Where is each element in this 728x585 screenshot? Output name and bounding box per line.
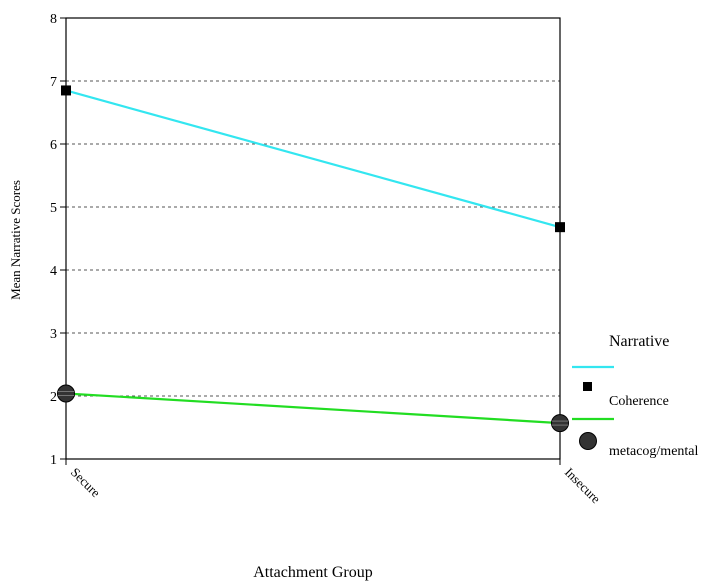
legend-title: Narrative bbox=[609, 333, 669, 350]
y-tick-label: 8 bbox=[50, 12, 57, 27]
y-tick-label: 7 bbox=[50, 75, 57, 90]
y-tick-label: 2 bbox=[50, 390, 57, 405]
legend-marker-coherence bbox=[583, 382, 592, 391]
y-tick-label: 1 bbox=[50, 453, 57, 468]
data-point bbox=[555, 222, 565, 233]
y-tick-label: 3 bbox=[50, 327, 57, 342]
data-point bbox=[61, 85, 71, 96]
series-layer bbox=[57, 85, 569, 433]
series-line bbox=[65, 392, 561, 425]
plot-border bbox=[65, 17, 561, 460]
data-point bbox=[57, 384, 75, 403]
x-tick-label: Insecure bbox=[562, 465, 604, 507]
x-tick-label: Secure bbox=[68, 465, 104, 501]
series-2 bbox=[57, 384, 569, 433]
y-axis-title: Mean Narrative Scores bbox=[8, 180, 23, 300]
legend-label-coherence: Coherence bbox=[609, 394, 669, 409]
legend-marker-metacog bbox=[579, 432, 597, 450]
y-tick-label: 4 bbox=[50, 264, 57, 279]
x-axis-title: Attachment Group bbox=[253, 564, 373, 581]
series-1 bbox=[61, 85, 565, 233]
x-axis-ticks: Secure Insecure bbox=[65, 459, 604, 507]
series-line bbox=[65, 89, 561, 229]
legend-label-metacog: metacog/mental bbox=[609, 444, 699, 459]
legend: Narrative Coherence metacog/mental bbox=[572, 333, 699, 459]
plot-area bbox=[65, 17, 561, 460]
data-point bbox=[551, 414, 569, 433]
y-axis-ticks: 1 2 3 4 5 6 7 8 bbox=[50, 12, 66, 468]
y-tick-label: 5 bbox=[50, 201, 57, 216]
y-tick-label: 6 bbox=[50, 138, 57, 153]
gridlines bbox=[66, 80, 560, 397]
